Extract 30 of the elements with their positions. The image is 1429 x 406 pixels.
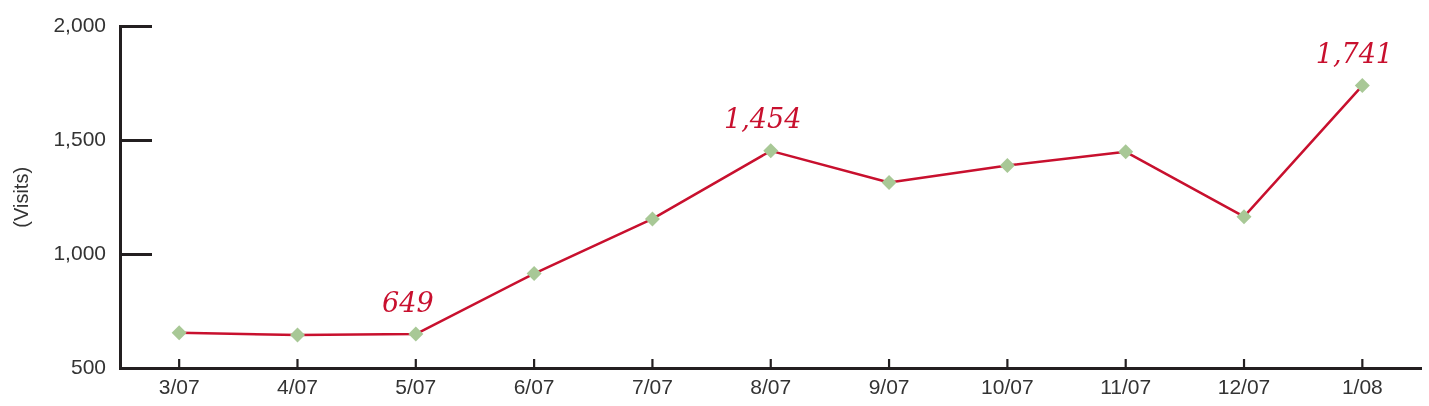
point — [1354, 78, 1370, 94]
x-tick-label: 5/07 — [395, 375, 437, 399]
point — [763, 143, 779, 159]
point — [171, 325, 187, 341]
x-tick-label: 9/07 — [868, 375, 910, 399]
data-label: 1,454 — [724, 103, 802, 135]
y-axis-title: (Visits) — [9, 166, 32, 228]
x-tick-label: 8/07 — [750, 375, 792, 399]
x-tick-label: 6/07 — [513, 375, 555, 399]
x-tick-label: 10/07 — [981, 375, 1034, 399]
data-label: 1,741 — [1315, 38, 1393, 70]
x-tick-label: 1/08 — [1341, 375, 1383, 399]
y-tick-label: 1,500 — [53, 127, 106, 151]
point — [881, 175, 897, 191]
point — [644, 211, 660, 227]
point — [408, 326, 424, 342]
y-tick-label: 1,000 — [53, 241, 106, 264]
point — [1118, 144, 1134, 160]
y-tick-label: 2,000 — [53, 13, 106, 37]
point — [1236, 209, 1252, 225]
y-tick-label: 500 — [70, 354, 106, 378]
x-tick-label: 3/07 — [158, 375, 200, 399]
x-tick-label: 7/07 — [631, 375, 673, 399]
x-tick-label: 11/07 — [1100, 375, 1152, 399]
data-label: 649 — [382, 286, 434, 318]
point — [999, 157, 1015, 173]
point — [526, 266, 542, 282]
x-tick-label: 12/07 — [1217, 375, 1271, 399]
point — [289, 327, 305, 343]
x-tick-label: 4/07 — [277, 375, 318, 399]
